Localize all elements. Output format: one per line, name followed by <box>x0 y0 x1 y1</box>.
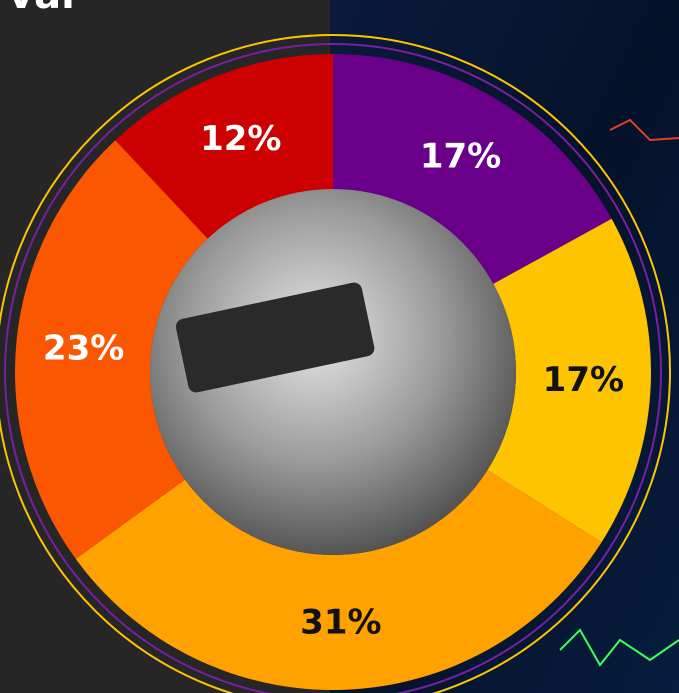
chart-title: val <box>8 0 75 18</box>
slice <box>75 470 602 690</box>
center-image <box>150 189 516 555</box>
slice <box>115 54 333 239</box>
data-label: 23% <box>43 328 124 368</box>
data-label: 12% <box>200 119 281 159</box>
slice <box>487 218 651 543</box>
data-label: 17% <box>543 360 624 400</box>
ring <box>0 34 671 693</box>
decor-line <box>559 628 679 667</box>
card-image <box>175 282 375 393</box>
decor-line <box>609 118 679 142</box>
data-label: 31% <box>300 602 381 642</box>
slice <box>15 140 208 559</box>
data-label: 17% <box>420 136 501 176</box>
ring <box>4 43 662 693</box>
slice <box>333 54 612 284</box>
